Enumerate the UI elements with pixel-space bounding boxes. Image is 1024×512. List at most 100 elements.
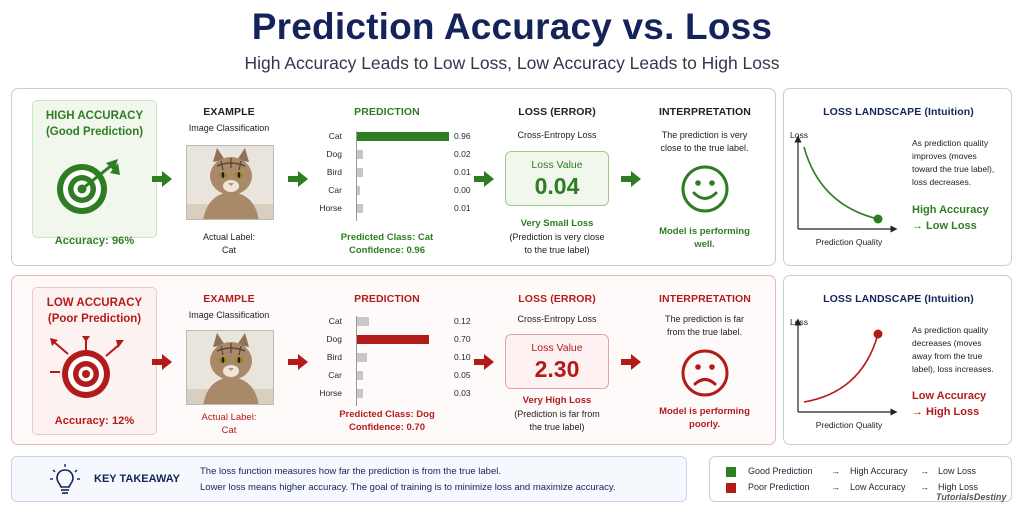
legend-good-loss: Low Loss [938,466,977,476]
bar-category-label: Horse [319,203,342,213]
landscape-header: LOSS LANDSCAPE (Intuition) [823,106,974,118]
bar-row: Dog 0.70 [314,334,474,346]
landscape-desc-4: loss decreases. [912,177,972,187]
predicted-class: Predicted Class: Cat [340,232,434,243]
legend-arrow: → [920,466,929,476]
bar-category-label: Cat [328,316,342,326]
loss-desc-line2: to the true label) [524,245,590,255]
bar-category-label: Dog [326,334,342,344]
actual-label-line1: Actual Label: [201,412,257,423]
bar-category-label: Dog [326,149,342,159]
high-accuracy-title: HIGH ACCURACY [45,110,144,122]
interpretation-line1: The prediction is far [664,314,745,324]
prediction-header: PREDICTION [354,106,420,118]
high-accuracy-panel: HIGH ACCURACY (Good Prediction) Accuracy… [11,88,776,266]
bar-row: Bird 0.10 [314,352,474,364]
arrow-right-icon [474,171,494,187]
example-subtitle: Image Classification [188,123,270,133]
loss-landscape-panel-high: LOSS LANDSCAPE (Intuition) Loss Predicti… [783,88,1012,266]
loss-curve-increasing [794,318,898,416]
legend-swatch-bad [726,483,736,493]
landscape-x-label: Prediction Quality [815,420,883,430]
legend-panel: Good Prediction → High Accuracy → Low Lo… [709,456,1012,502]
loss-subtitle: Cross-Entropy Loss [517,130,597,140]
predicted-class: Predicted Class: Dog [339,409,435,420]
legend-row-good: Good Prediction → High Accuracy → Low Lo… [726,466,1006,478]
loss-value: 0.04 [534,173,580,199]
legend-swatch-good [726,467,736,477]
bar-row: Cat 0.96 [314,131,474,143]
target-miss-icon [50,336,124,398]
bar-value-label: 0.00 [454,185,471,195]
legend-good-label: Good Prediction [748,466,813,476]
loss-value-box: Loss Value 2.30 [505,334,609,389]
loss-header: LOSS (ERROR) [518,293,596,305]
example-header: EXAMPLE [203,293,255,305]
high-accuracy-value: Accuracy: 96% [54,235,135,247]
arrow-right-icon [474,354,494,370]
bar [357,353,368,362]
loss-value-label: Loss Value [531,159,583,171]
legend-bad-loss: High Loss [938,482,979,492]
landscape-desc-4: label), loss increases. [912,364,994,374]
low-accuracy-panel: LOW ACCURACY (Poor Prediction) Accuracy:… [11,275,776,445]
landscape-desc-1: As prediction quality [912,325,989,335]
bar-value-label: 0.01 [454,203,471,213]
loss-subtitle: Cross-Entropy Loss [517,314,597,324]
arrow-right-icon [288,171,308,187]
bar-row: Dog 0.02 [314,149,474,161]
loss-value: 2.30 [534,356,580,382]
interpretation-header: INTERPRETATION [658,293,751,305]
arrow-right-icon [152,354,172,370]
bar-axis [356,316,357,406]
bar-value-label: 0.12 [454,316,471,326]
interpretation-header: INTERPRETATION [658,106,751,118]
arrow-right-icon [621,171,641,187]
interpretation-result-line1: Model is performing [659,406,750,417]
loss-desc-line2: the true label) [529,422,585,432]
low-accuracy-title: LOW ACCURACY [46,297,143,309]
landscape-result-line2: → High Loss [912,406,980,418]
arrow-right-icon [152,171,172,187]
legend-row-bad: Poor Prediction → Low Accuracy → High Lo… [726,482,1006,494]
low-accuracy-value: Accuracy: 12% [54,415,135,427]
interpretation-line2: from the true label. [666,327,743,337]
actual-label-line2: Cat [221,245,236,255]
bar-row: Car 0.05 [314,370,474,382]
confidence: Confidence: 0.96 [348,245,426,256]
cat-image [186,330,274,405]
bar-row: Horse 0.03 [314,388,474,400]
bar [357,389,363,398]
example-subtitle: Image Classification [188,310,270,320]
bar-row: Car 0.00 [314,185,474,197]
bar-value-label: 0.96 [454,131,471,141]
high-accuracy-label-box: HIGH ACCURACY (Good Prediction) [32,100,157,238]
landscape-y-label: Loss [790,130,808,140]
low-accuracy-subtitle: (Poor Prediction) [47,313,142,325]
high-accuracy-subtitle: (Good Prediction) [45,126,144,138]
bar-value-label: 0.03 [454,388,471,398]
bar-value-label: 0.02 [454,149,471,159]
legend-good-accuracy: High Accuracy [850,466,908,476]
bar-category-label: Horse [319,388,342,398]
bar [357,317,370,326]
target-hit-icon [57,159,120,214]
loss-desc-line1: (Prediction is far from [514,409,600,419]
bar-category-label: Bird [326,167,342,177]
landscape-x-label: Prediction Quality [815,237,883,247]
landscape-result-line2: → Low Loss [912,220,977,232]
smiley-face-icon [681,165,729,213]
landscape-result-line1: High Accuracy [912,204,989,216]
bar-row: Horse 0.01 [314,203,474,215]
prediction-bar-chart: Cat 0.12 Dog 0.70 Bird 0.10 Car 0.05 Horse 0.03 [314,316,474,406]
bar [357,168,363,177]
bar-axis [356,131,357,221]
arrow-right-icon [621,354,641,370]
example-header: EXAMPLE [203,106,255,118]
loss-desc-line1: (Prediction is very close [509,232,605,242]
bar [357,335,430,344]
landscape-desc-2: decreases (moves [912,338,982,348]
legend-arrow: → [831,466,840,476]
landscape-desc-1: As prediction quality [912,138,989,148]
page-title: Prediction Accuracy vs. Loss [251,6,773,47]
